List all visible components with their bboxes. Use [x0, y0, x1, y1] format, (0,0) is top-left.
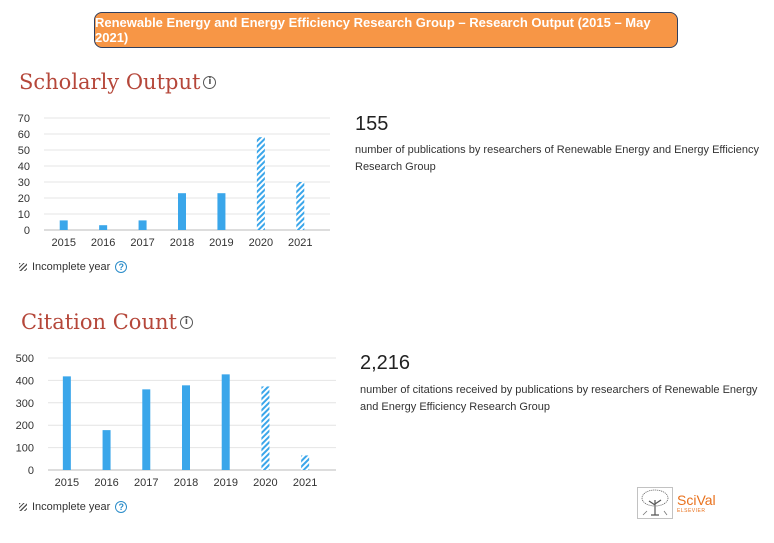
bar-2018[interactable] — [182, 385, 190, 470]
elsevier-tree-icon — [637, 487, 673, 519]
bar-2017[interactable] — [142, 389, 151, 470]
x-tick-label: 2019 — [209, 237, 233, 248]
x-tick-label: 2018 — [170, 237, 194, 248]
x-tick-label: 2016 — [91, 237, 115, 248]
citation-count-total: 2,216 — [360, 352, 411, 374]
x-tick-label: 2015 — [51, 237, 75, 248]
scival-logo: SciVal ELSEVIER — [637, 487, 716, 519]
bar-2020[interactable] — [256, 137, 265, 230]
x-tick-label: 2021 — [288, 237, 312, 248]
info-icon[interactable]: i — [179, 315, 193, 329]
scholarly-output-total: 155 — [355, 113, 389, 135]
y-tick-label: 50 — [18, 145, 30, 157]
y-tick-label: 100 — [16, 443, 34, 455]
citation-count-legend: Incomplete year ? — [19, 501, 128, 513]
help-icon[interactable]: ? — [115, 501, 128, 513]
citation-count-chart: 0 100 200 300 400 500 2015 2016 2017 2018 2019 2020… — [16, 353, 336, 488]
legend-label: Incomplete year — [32, 501, 111, 513]
x-tick-label: 2019 — [213, 477, 237, 488]
y-tick-label: 200 — [16, 420, 34, 432]
x-tick-label: 2020 — [249, 237, 273, 248]
description-line: number of citations received by publicat… — [360, 384, 758, 396]
report-banner: Renewable Energy and Energy Efficiency R… — [94, 12, 678, 48]
bar-2018[interactable] — [178, 193, 186, 230]
citation-count-description: number of citations received by publicat… — [360, 382, 757, 416]
y-tick-label: 20 — [18, 193, 30, 205]
y-tick-label: 400 — [16, 375, 34, 387]
bar-2015[interactable] — [59, 220, 68, 230]
legend-label: Incomplete year — [32, 261, 111, 273]
y-tick-label: 60 — [18, 129, 30, 141]
bar-2016[interactable] — [99, 225, 108, 230]
scholarly-output-chart: 0 10 20 30 40 50 60 70 2015 2016 2017 2018 2019 2020 2… — [18, 113, 330, 248]
description-line: number of publications by researchers of… — [355, 144, 759, 156]
scholarly-output-title: Scholarly Output i — [19, 70, 217, 94]
banner-text: Renewable Energy and Energy Efficiency R… — [95, 15, 651, 45]
hatch-pattern-icon — [19, 503, 27, 511]
bar-2016[interactable] — [102, 430, 111, 470]
x-tick-label: 2021 — [293, 477, 317, 488]
scholarly-output-description: number of publications by researchers of… — [355, 142, 759, 176]
bar-2019[interactable] — [217, 193, 226, 230]
x-tick-label: 2017 — [134, 477, 158, 488]
help-icon[interactable]: ? — [115, 261, 128, 273]
x-tick-label: 2020 — [253, 477, 277, 488]
logo-sub: ELSEVIER — [677, 507, 706, 514]
y-tick-label: 0 — [24, 225, 30, 237]
info-icon[interactable]: i — [203, 75, 217, 89]
y-tick-label: 40 — [18, 161, 30, 173]
bar-2017[interactable] — [138, 220, 147, 230]
hatch-pattern-icon — [19, 263, 27, 271]
bar-2015[interactable] — [62, 376, 71, 470]
y-tick-label: 0 — [28, 465, 34, 477]
citation-count-title: Citation Count i — [21, 310, 193, 334]
y-tick-label: 300 — [16, 398, 34, 410]
description-line: Research Group — [355, 161, 436, 173]
y-tick-label: 10 — [18, 209, 30, 221]
scholarly-output-title-text: Scholarly Output — [19, 70, 201, 94]
logo-name: SciVal — [677, 491, 716, 508]
bar-2019[interactable] — [221, 374, 230, 470]
y-tick-label: 70 — [18, 113, 30, 125]
y-tick-label: 500 — [16, 353, 34, 365]
y-tick-label: 30 — [18, 177, 30, 189]
x-tick-label: 2017 — [130, 237, 154, 248]
x-tick-label: 2016 — [94, 477, 118, 488]
x-tick-label: 2018 — [174, 477, 198, 488]
x-tick-label: 2015 — [55, 477, 79, 488]
bar-2021[interactable] — [296, 182, 305, 230]
scholarly-output-legend: Incomplete year ? — [19, 261, 128, 273]
citation-count-title-text: Citation Count — [21, 310, 177, 334]
bar-2020[interactable] — [261, 386, 270, 470]
description-line: and Energy Efficiency Research Group — [360, 401, 550, 413]
bar-2021[interactable] — [301, 455, 310, 470]
